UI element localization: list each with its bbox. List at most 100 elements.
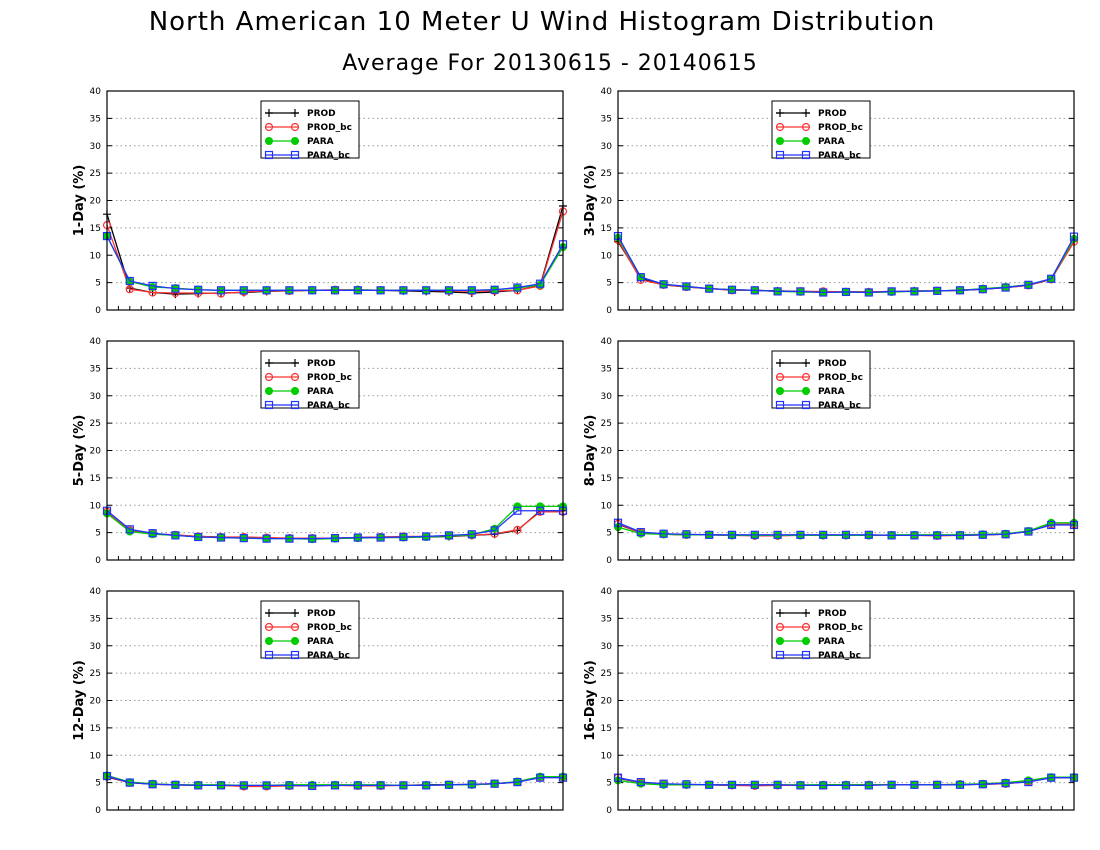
chart-panel-2: 0 5 10 15 20 25 30 35 40 3-Day (%) PROD PROD_bc PARA… <box>583 87 1079 316</box>
data-point-PARA_bc <box>659 779 668 788</box>
data-point-PARA_bc <box>125 276 134 286</box>
y-tick-label: 20 <box>601 697 613 707</box>
data-point-PARA_bc <box>978 530 987 539</box>
data-point-PARA_bc <box>490 285 499 294</box>
legend-marker-PARA <box>802 637 810 645</box>
plot-frame <box>617 90 1075 311</box>
data-point-PARA_bc <box>330 286 340 295</box>
data-point-PARA_bc <box>536 506 545 515</box>
data-point-PARA_bc <box>216 781 226 790</box>
series-line-PARA_bc <box>617 777 1074 787</box>
data-point-PARA_bc <box>955 286 965 295</box>
y-tick-label: 15 <box>601 474 612 484</box>
legend-marker-PARA <box>291 387 299 395</box>
data-point-PARA_bc <box>682 530 691 539</box>
data-point-PARA_bc <box>285 781 294 790</box>
series-PARA <box>103 502 567 544</box>
series-PROD <box>103 201 567 299</box>
data-point-PARA_bc <box>727 780 737 789</box>
y-tick-label: 25 <box>601 419 612 429</box>
y-tick-label: 10 <box>90 501 102 511</box>
data-point-PARA_bc <box>1001 779 1010 788</box>
data-point-PARA_bc <box>285 534 294 543</box>
data-point-PARA_bc <box>422 532 431 541</box>
legend-marker-PARA_bc <box>775 650 785 660</box>
legend-box <box>260 100 360 159</box>
series-PARA <box>614 518 1078 540</box>
y-tick-label: 20 <box>90 697 102 707</box>
data-point-PARA_bc <box>841 781 851 790</box>
legend-label-PARA_bc: PARA_bc <box>818 651 861 661</box>
data-point-PARA_bc <box>125 525 134 534</box>
y-tick-label: 10 <box>90 751 102 761</box>
legend-label-PROD_bc: PROD_bc <box>307 123 352 133</box>
y-tick-label: 40 <box>601 337 613 347</box>
data-point-PARA_bc <box>444 531 454 540</box>
y-tick-label: 30 <box>90 142 102 152</box>
y-axis-label: 8-Day (%) <box>583 415 598 487</box>
y-tick-label: 5 <box>95 279 101 289</box>
legend-marker-PROD_bc <box>775 122 785 132</box>
legend: PROD PROD_bc PARA PARA_bc <box>260 350 360 411</box>
data-point-PARA_bc <box>513 777 522 787</box>
data-point-PARA_bc <box>1024 280 1033 289</box>
y-tick-label: 35 <box>601 114 612 124</box>
data-point-PARA_bc <box>887 531 896 540</box>
data-point-PARA_bc <box>1047 520 1056 530</box>
data-point-PARA_bc <box>171 531 180 540</box>
y-tick-label: 10 <box>90 251 102 261</box>
legend-marker-PROD <box>291 359 299 367</box>
y-tick-label: 35 <box>90 364 101 374</box>
figure-title: North American 10 Meter U Wind Histogram… <box>149 7 936 37</box>
data-point-PARA_bc <box>422 286 431 295</box>
y-tick-label: 15 <box>90 474 101 484</box>
plot-frame <box>106 590 564 811</box>
legend-marker-PROD <box>776 359 784 367</box>
data-point-PARA_bc <box>705 284 714 293</box>
legend-label-PARA: PARA <box>307 137 334 147</box>
data-point-PARA_bc <box>773 780 782 789</box>
y-tick-label: 15 <box>90 724 101 734</box>
legend-marker-PARA <box>291 137 299 145</box>
data-point-PARA_bc <box>682 780 691 789</box>
data-point-PARA_bc <box>933 286 942 295</box>
data-point-PARA_bc <box>636 777 645 787</box>
data-point-PARA_bc <box>727 530 737 539</box>
data-point-PARA_bc <box>819 781 828 790</box>
series-line-PARA_bc <box>617 522 1074 537</box>
data-point-PARA_bc <box>490 526 499 535</box>
legend-marker-PROD <box>802 109 810 117</box>
plot-frame <box>106 90 564 311</box>
y-tick-label: 15 <box>601 724 612 734</box>
data-point-PARA_bc <box>171 780 180 789</box>
y-tick-label: 10 <box>601 751 613 761</box>
legend-marker-PARA <box>776 387 784 395</box>
legend-marker-PARA <box>776 637 784 645</box>
chart-panel-5: 0 5 10 15 20 25 30 35 40 12-Day (%) PROD PROD_bc PAR… <box>72 587 568 816</box>
legend-label-PARA: PARA <box>818 387 845 397</box>
legend-marker-PROD <box>265 109 273 117</box>
series-PARA_bc <box>102 506 568 543</box>
legend-marker-PARA_bc <box>264 650 274 660</box>
legend: PROD PROD_bc PARA PARA_bc <box>260 600 360 661</box>
data-point-PARA_bc <box>536 773 545 782</box>
y-axis-label: 3-Day (%) <box>583 165 598 237</box>
legend-marker-PARA_bc <box>775 150 785 160</box>
data-point-PARA_bc <box>705 530 714 539</box>
data-point-PARA_bc <box>399 781 408 790</box>
data-point-PARA_bc <box>148 529 157 538</box>
legend-box <box>771 350 871 409</box>
legend-marker-PARA_bc <box>801 150 811 160</box>
data-point-PARA_bc <box>262 286 271 295</box>
data-point-PARA_bc <box>308 534 317 543</box>
data-point-PARA_bc <box>330 533 340 543</box>
data-point-PARA_bc <box>910 531 919 540</box>
data-point-PARA_bc <box>467 530 476 539</box>
y-tick-label: 5 <box>606 779 612 789</box>
legend-marker-PARA <box>265 387 273 395</box>
legend-marker-PROD <box>291 109 299 117</box>
data-point-PARA_bc <box>513 506 522 515</box>
plot-frame <box>617 340 1075 561</box>
legend: PROD PROD_bc PARA PARA_bc <box>771 350 871 411</box>
data-point-PARA_bc <box>353 286 362 295</box>
